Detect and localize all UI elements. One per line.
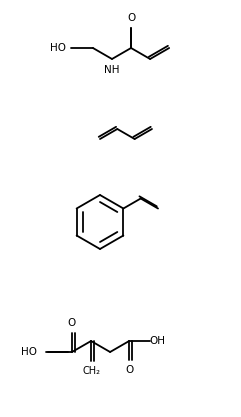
Text: O: O — [127, 13, 135, 23]
Text: HO: HO — [50, 43, 66, 53]
Text: OH: OH — [150, 336, 166, 346]
Text: CH₂: CH₂ — [82, 366, 100, 376]
Text: O: O — [68, 318, 76, 328]
Text: NH: NH — [104, 65, 120, 75]
Text: O: O — [125, 365, 133, 375]
Text: HO: HO — [21, 347, 37, 357]
